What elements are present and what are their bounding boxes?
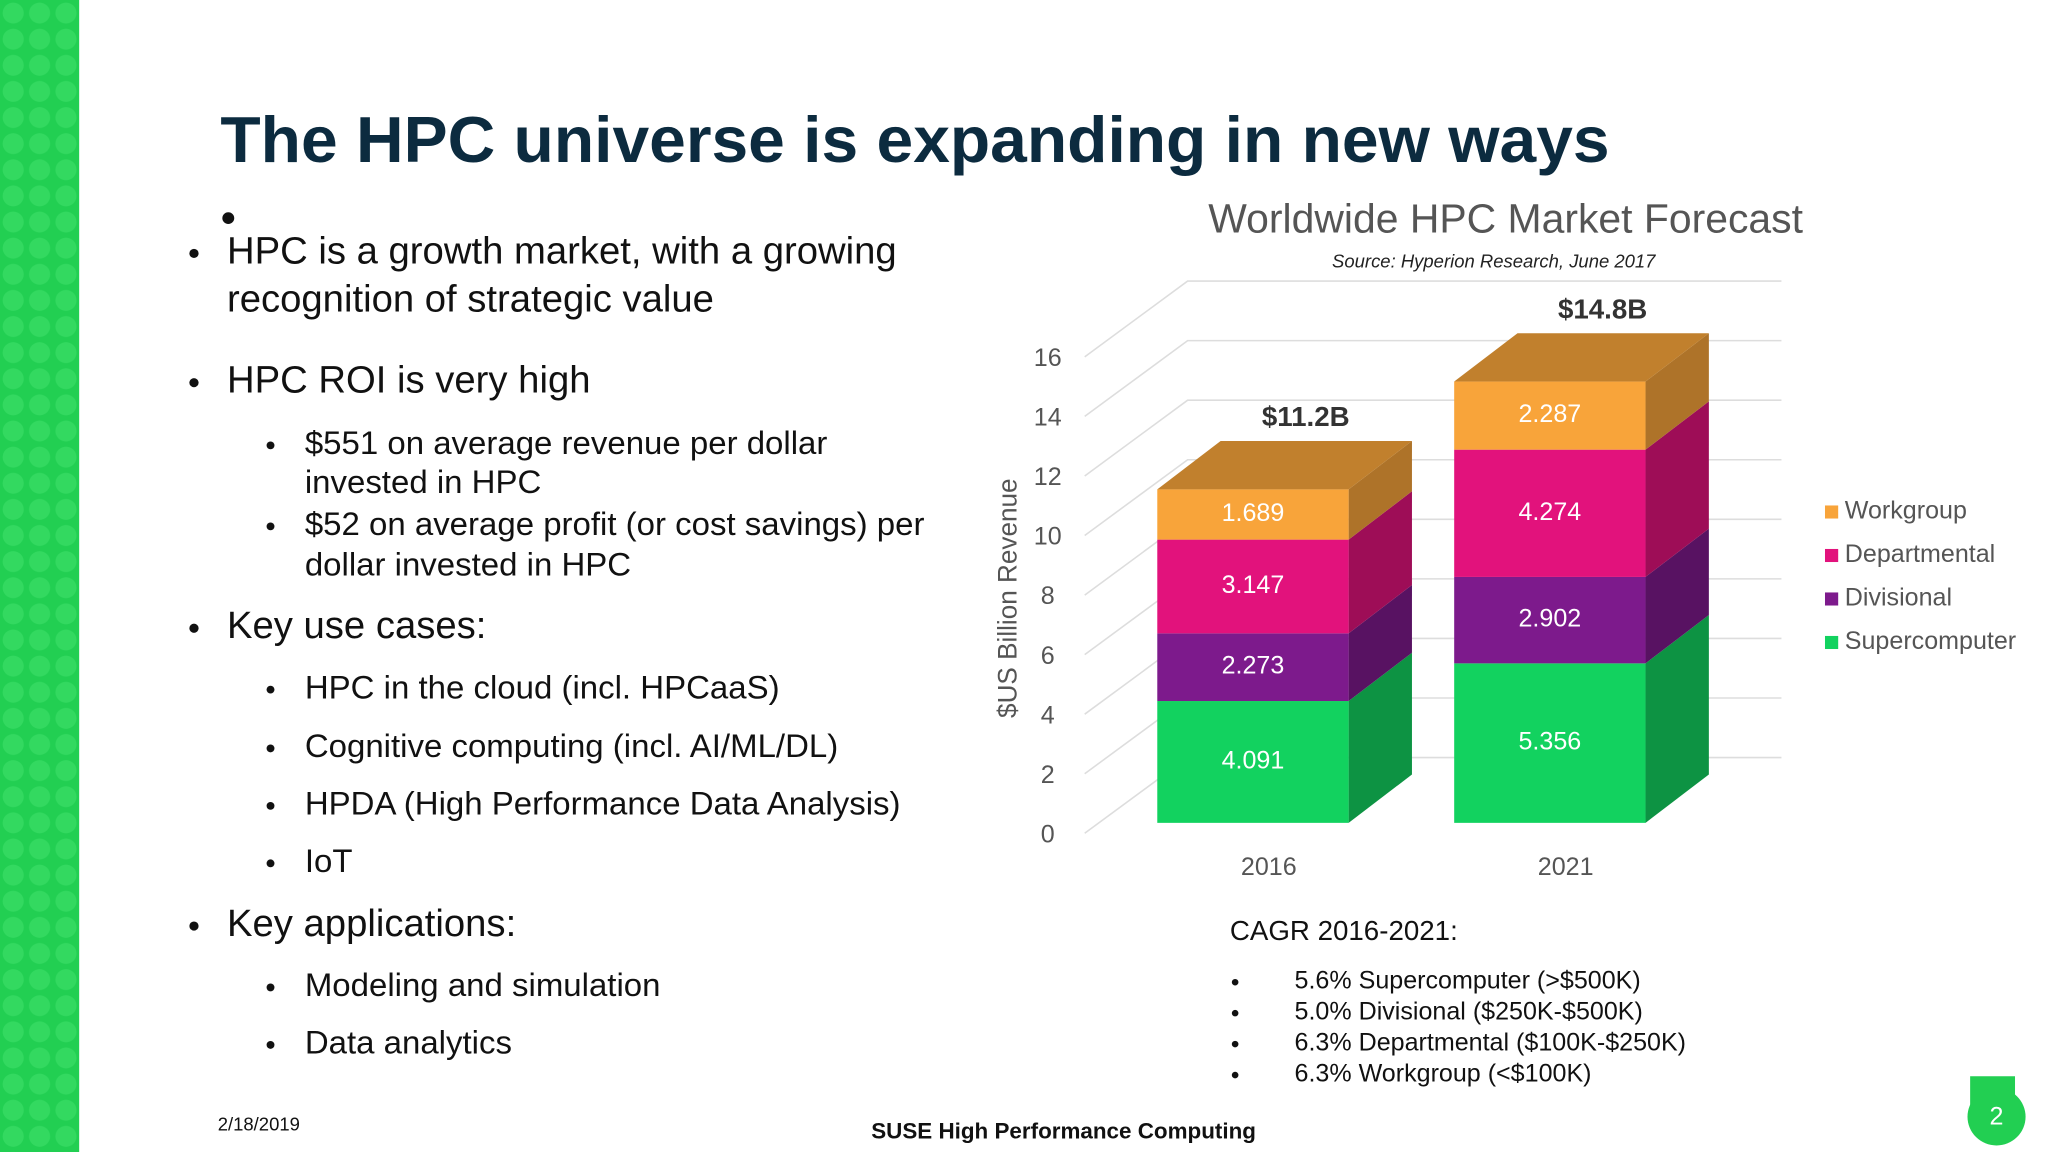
- grid-line: [1084, 280, 1782, 358]
- slide-title: The HPC universe is expanding in new way…: [220, 104, 1609, 177]
- y-tick-label: 2: [1041, 761, 1055, 789]
- bullet-text: recognition of strategic value: [227, 279, 714, 321]
- bar-side: [1348, 585, 1412, 702]
- sub-bullet-text: Cognitive computing (incl. AI/ML/DL): [305, 727, 838, 764]
- bar-segment: [1157, 633, 1349, 702]
- sub-bullet-text: Data analytics: [305, 1024, 512, 1061]
- y-tick-label: 8: [1041, 582, 1055, 610]
- total-annotation: $11.2B: [1262, 401, 1350, 432]
- bar-segment: [1157, 539, 1349, 634]
- legend-swatch: [1824, 505, 1839, 519]
- page-badge: [1967, 1088, 2026, 1146]
- bullet-dot: [1231, 1040, 1239, 1048]
- bullet-dot: [266, 859, 275, 868]
- bullet-dot: [266, 522, 275, 531]
- sub-bullet-text: HPC in the cloud (incl. HPCaaS): [305, 668, 780, 705]
- value-label: 5.356: [1518, 728, 1581, 756]
- cagr-heading: CAGR 2016-2021:: [1230, 915, 1458, 946]
- value-label: 2.287: [1518, 400, 1581, 428]
- value-label: 2.273: [1222, 652, 1285, 680]
- chart-subtitle: Source: Hyperion Research, June 2017: [1332, 250, 1656, 271]
- legend-swatch: [1824, 592, 1839, 606]
- total-annotation: $14.8B: [1558, 293, 1647, 324]
- footer-center: SUSE High Performance Computing: [871, 1118, 1256, 1143]
- value-label: 1.689: [1222, 499, 1285, 527]
- sub-bullet-text: invested in HPC: [305, 463, 541, 500]
- cagr-item: 5.0% Divisional ($250K-$500K): [1295, 998, 1643, 1026]
- bar-segment: [1454, 449, 1646, 577]
- cagr-item: 6.3% Departmental ($100K-$250K): [1295, 1029, 1687, 1057]
- value-label: 4.274: [1518, 498, 1581, 526]
- footer-date: 2/18/2019: [218, 1114, 300, 1135]
- legend-label: Divisional: [1845, 584, 1952, 612]
- sub-bullet-text: IoT: [305, 842, 353, 879]
- side-pattern: [0, 0, 80, 1152]
- sub-bullet-text: Modeling and simulation: [305, 966, 661, 1003]
- value-label: 2.902: [1518, 605, 1581, 633]
- bullet-dot: [1231, 1009, 1239, 1017]
- sub-bullet-text: $52 on average profit (or cost savings) …: [305, 505, 925, 542]
- bar-top: [1157, 440, 1412, 490]
- y-tick-label: 12: [1034, 463, 1062, 491]
- value-label: 4.091: [1222, 747, 1285, 775]
- bullet-dot: [189, 921, 199, 931]
- y-tick-label: 6: [1041, 642, 1055, 670]
- bullet-text: HPC ROI is very high: [227, 360, 591, 402]
- legend-swatch: [1824, 635, 1839, 650]
- legend-swatch: [1824, 548, 1839, 563]
- bar-segment: [1157, 701, 1349, 823]
- bar-side: [1645, 401, 1709, 577]
- bullet-dot: [189, 248, 199, 258]
- legend-label: Departmental: [1845, 540, 1995, 568]
- page-number: 2: [1990, 1103, 2004, 1131]
- bullet-dot: [1231, 1071, 1239, 1079]
- sub-bullet-text: HPDA (High Performance Data Analysis): [305, 785, 901, 822]
- y-tick-label: 0: [1041, 821, 1055, 849]
- legend-label: Workgroup: [1845, 497, 1967, 525]
- bar-side: [1348, 491, 1412, 634]
- y-axis-label: $US Billion Revenue: [992, 478, 1022, 718]
- bullet-text: Key applications:: [227, 903, 516, 945]
- value-label: 3.147: [1222, 571, 1285, 599]
- bullet-dot: [266, 1040, 275, 1049]
- bar-side: [1348, 652, 1412, 823]
- sub-bullet-text: dollar invested in HPC: [305, 546, 631, 583]
- bullet-dot: [266, 685, 275, 694]
- bar-side: [1645, 528, 1709, 664]
- bullet-dot: [189, 623, 199, 633]
- x-tick-label: 2016: [1241, 853, 1297, 881]
- bar-segment: [1454, 663, 1646, 823]
- bar-top: [1454, 333, 1709, 382]
- chart-title: Worldwide HPC Market Forecast: [1208, 196, 1803, 242]
- bullet-dot: [1231, 978, 1239, 986]
- bar-side: [1645, 333, 1709, 450]
- bar-side: [1645, 615, 1709, 823]
- bullet-dot: [266, 983, 275, 992]
- sub-bullet-text: $551 on average revenue per dollar: [305, 424, 828, 461]
- empty-bullet: [222, 212, 235, 224]
- legend-label: Supercomputer: [1845, 627, 2016, 655]
- bullet-text: Key use cases:: [227, 605, 486, 647]
- bullet-dot: [266, 801, 275, 810]
- cagr-item: 6.3% Workgroup (<$100K): [1295, 1060, 1592, 1088]
- x-tick-label: 2021: [1538, 853, 1594, 881]
- bar-segment: [1454, 576, 1646, 664]
- y-tick-label: 16: [1034, 344, 1062, 372]
- bullet-dot: [266, 441, 275, 450]
- bullet-dot: [189, 378, 199, 388]
- y-tick-label: 10: [1034, 523, 1062, 551]
- bar-segment: [1157, 489, 1349, 540]
- bullet-dot: [266, 744, 275, 753]
- bar-side: [1348, 440, 1412, 540]
- y-tick-label: 14: [1034, 404, 1062, 432]
- y-tick-label: 4: [1041, 701, 1055, 729]
- bar-segment: [1454, 381, 1646, 450]
- bullet-text: HPC is a growth market, with a growing: [227, 231, 897, 273]
- cagr-item: 5.6% Supercomputer (>$500K): [1295, 967, 1641, 995]
